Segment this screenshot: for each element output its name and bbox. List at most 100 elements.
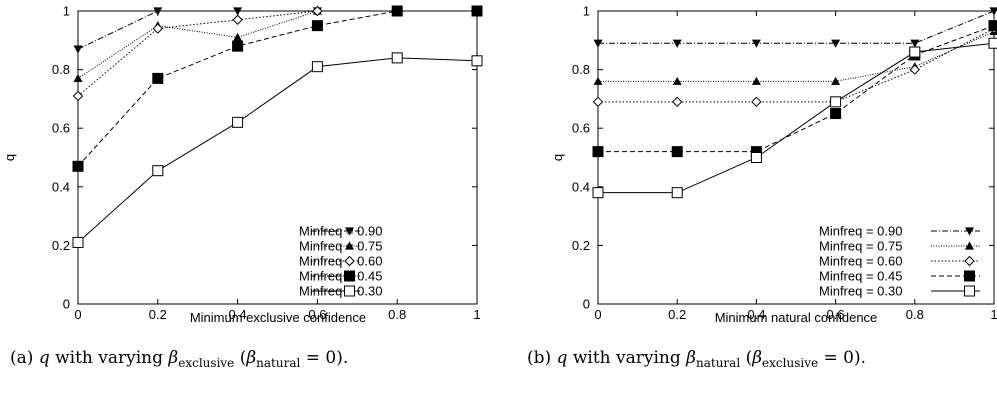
legend-label: Minfreq = 0.60 [819,254,902,269]
legend-label: Minfreq = 0.75 [299,239,382,254]
data-marker [988,37,997,49]
y-tick-label: 1 [63,4,70,19]
data-marker [988,20,997,32]
data-marker [910,39,920,48]
data-marker [671,96,683,108]
figure-caption: (a) q with varying βexclusive (βnatural … [10,348,348,370]
series-045 [592,20,997,158]
x-tick-label: 0.8 [906,307,924,322]
y-axis-title: q [550,154,565,161]
series-030 [72,52,483,248]
series-line [598,25,995,153]
data-marker [831,76,841,85]
data-marker [232,40,244,52]
data-marker [72,236,84,248]
chart-panel-b: 0 0.2 0.4 0.6 0.8 1 0 0.2 0.4 0.6 0.8 1 Minimum natu… [527,4,997,370]
y-tick-label: 0.8 [572,62,590,77]
series-060 [592,23,997,108]
legend-label: Minfreq = 0.60 [299,254,382,269]
series-090 [593,7,997,48]
legend-label: Minfreq = 0.75 [819,239,902,254]
series-090 [73,7,482,54]
legend-label: Minfreq = 0.90 [299,224,382,239]
data-marker [593,76,603,85]
data-marker [391,52,403,64]
data-marker [344,285,355,297]
series-030 [592,37,997,199]
y-tick-label: 0 [583,297,590,312]
data-marker [72,160,84,172]
chart-panel-a: 0 0.2 0.4 0.6 0.8 1 0 0.2 0.4 0.6 0.8 1 Minimum excl… [2,4,483,370]
data-marker [671,146,683,158]
data-marker [965,227,974,236]
series-075 [593,27,997,85]
data-marker [73,45,83,54]
data-marker [72,90,84,102]
data-marker [751,96,762,108]
data-marker [909,46,921,58]
data-marker [830,108,842,120]
data-marker [232,14,243,25]
x-tick-label: 1 [990,307,997,322]
legend-label: Minfreq = 0.90 [819,224,902,239]
x-axis-title: Minimum exclusive confidence [190,310,366,325]
data-marker [153,7,163,16]
data-marker [233,7,243,16]
data-marker [232,116,244,128]
data-marker [311,61,323,73]
series-line [77,10,477,97]
data-marker [344,270,355,282]
data-marker [964,270,975,282]
data-marker [233,32,243,41]
x-axis-title: Minimum natural confidence [715,310,878,325]
series-line [77,10,477,167]
data-marker [964,285,975,297]
x-tick-label: 0 [74,307,81,322]
data-marker [73,73,83,82]
data-marker [965,241,974,250]
data-marker [471,5,483,17]
legend-label: Minfreq = 0.30 [819,284,902,299]
series-075 [73,6,482,82]
data-marker [671,187,683,199]
data-marker [345,241,354,250]
figure-caption: (b) q with varying βnatural (βexclusive … [527,348,866,370]
series-line [77,57,478,243]
series-060 [72,5,483,102]
legend-label: Minfreq = 0.45 [299,269,382,284]
legend-label: Minfreq = 0.45 [819,269,902,284]
data-marker [989,7,997,16]
data-marker [909,64,921,75]
y-tick-label: 0.6 [52,121,70,136]
series-line [598,42,995,194]
plot-frame [597,10,995,305]
data-marker [471,55,483,67]
data-marker [964,255,975,267]
x-tick-label: 0.4 [747,307,765,322]
data-marker [751,76,761,85]
data-marker [672,39,682,48]
x-tick-label: 0.4 [229,307,247,322]
series-line [77,10,477,79]
data-marker [152,23,164,34]
series-line [598,10,995,44]
data-marker [592,146,604,158]
x-tick-label: 0.6 [308,307,326,322]
y-tick-label: 0 [63,297,70,312]
data-marker [311,20,323,32]
y-tick-label: 0.2 [572,238,590,253]
y-tick-label: 0.6 [572,121,590,136]
data-marker [831,39,841,48]
series-line [598,31,995,82]
y-tick-label: 0.4 [572,179,590,194]
x-tick-label: 0.2 [668,307,686,322]
data-marker [750,152,762,163]
x-tick-label: 1 [473,307,480,322]
data-marker [152,165,164,177]
data-marker [391,5,403,17]
y-tick-label: 0.8 [52,62,70,77]
data-marker [152,72,164,84]
